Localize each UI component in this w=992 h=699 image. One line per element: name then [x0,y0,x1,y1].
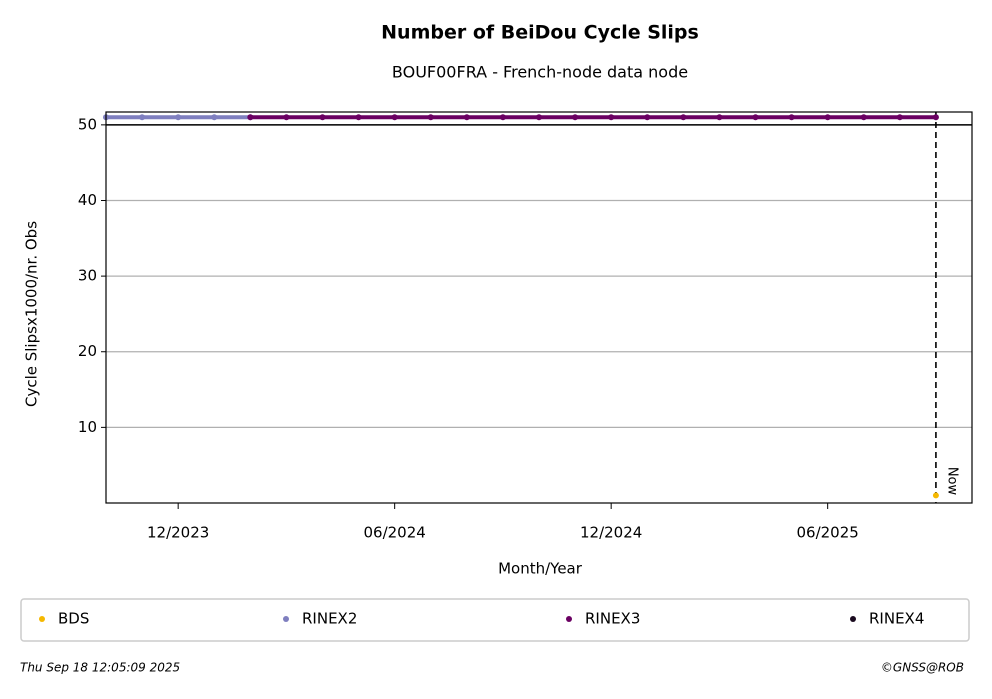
legend-marker [850,616,856,622]
footer-credit: ©GNSS@ROB [881,661,964,675]
chart-subtitle: BOUF00FRA - French-node data node [392,63,688,82]
data-point [752,114,759,121]
data-point [139,114,146,121]
data-point [175,114,182,121]
y-tick-label: 50 [78,115,97,133]
legend-marker [39,616,45,622]
data-point [788,114,795,121]
legend-box [20,598,970,642]
data-point [932,492,939,499]
y-tick-label: 30 [78,267,97,285]
data-point [896,114,903,121]
legend-marker [283,616,289,622]
y-tick-label: 20 [78,342,97,360]
x-tick-label: 12/2024 [580,524,642,542]
plot-frame [105,111,973,504]
footer-date: Thu Sep 18 12:05:09 2025 [20,661,180,675]
data-point [391,114,398,121]
legend-label: RINEX2 [302,610,357,628]
data-point [355,114,362,121]
x-tick-label: 06/2025 [797,524,859,542]
data-point [211,114,218,121]
data-point [499,114,506,121]
data-point [463,114,470,121]
data-point [824,114,831,121]
data-point [247,114,254,121]
data-point [932,114,939,121]
data-point [572,114,579,121]
x-axis-label: Month/Year [498,560,583,578]
legend-marker [566,616,572,622]
legend-label: RINEX4 [869,610,924,628]
x-tick-label: 06/2024 [364,524,426,542]
data-point [427,114,434,121]
data-point [608,114,615,121]
data-point [283,114,290,121]
data-point [716,114,723,121]
legend-label: RINEX3 [585,610,640,628]
y-tick-label: 40 [78,191,97,209]
y-tick-label: 10 [78,418,97,436]
data-point [860,114,867,121]
legend-label: BDS [58,610,89,628]
y-axis-label: Cycle Slipsx1000/nr. Obs [23,221,41,407]
chart-title: Number of BeiDou Cycle Slips [381,22,699,44]
data-point [680,114,687,121]
data-point [536,114,542,121]
x-tick-label: 12/2023 [147,524,209,542]
data-point [319,114,326,121]
data-point [644,114,651,121]
now-label: Now [944,467,959,496]
